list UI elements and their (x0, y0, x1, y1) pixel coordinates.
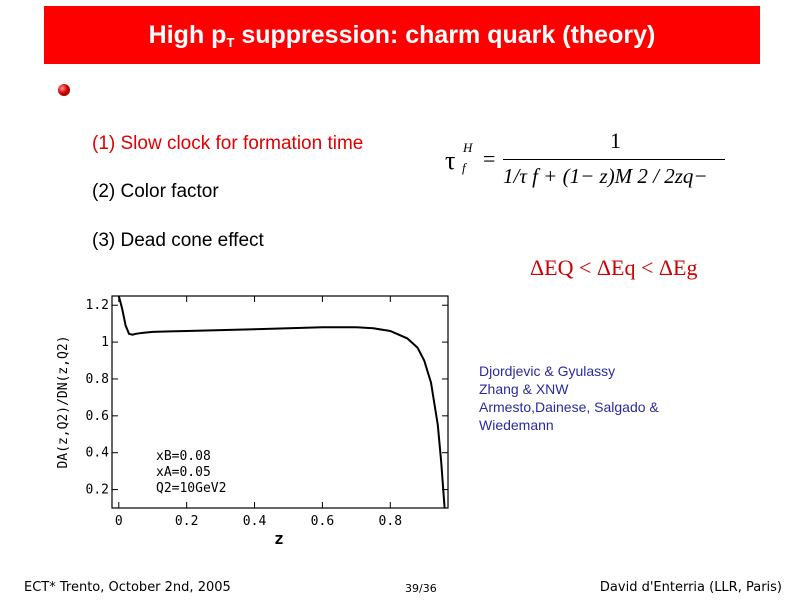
y-tick-label: 0.2 (86, 483, 109, 498)
y-axis-label: DA(z,Q2)/DN(z,Q2) (56, 335, 71, 468)
plot-frame (111, 295, 449, 509)
x-tick-label: 0.2 (175, 514, 198, 529)
y-tick-label: 1.2 (86, 298, 109, 313)
reference-item: Zhang & XNW (479, 381, 569, 397)
footer-left: ECT* Trento, October 2nd, 2005 (24, 580, 231, 595)
annotation-xb: xB=0.08 (156, 449, 211, 464)
reference-item: Wiedemann (479, 417, 554, 433)
slide-title: High pT suppression: charm quark (theory… (44, 6, 760, 64)
ratio-chart: 0 0.2 0.4 0.6 0.8 0.2 0.4 0.6 0.8 1 1.2 xB=0.08 x… (56, 295, 449, 548)
formation-time-formula: τ H f = 1 1/τ f + (1− z)M 2 / 2zq− (445, 128, 745, 198)
annotation-xa: xA=0.05 (156, 465, 211, 480)
bullet-icon (58, 84, 70, 96)
x-tick-label: 0 (115, 514, 123, 529)
item-color-factor: (2) Color factor (92, 181, 219, 202)
y-tick-label: 1 (101, 335, 109, 350)
series-line (117, 295, 446, 509)
y-tick-label: 0.8 (86, 372, 109, 387)
x-axis-label: z (274, 529, 284, 548)
energy-ordering: ΔEQ < ΔEq < ΔEg (530, 255, 698, 280)
reference-item: Djordjevic & Gyulassy (479, 363, 616, 379)
reference-item: Armesto,Dainese, Salgado & (479, 399, 659, 415)
page-number: 39/36 (405, 582, 437, 595)
item-dead-cone: (3) Dead cone effect (92, 230, 264, 251)
annotation-q2: Q2=10GeV2 (156, 481, 226, 496)
y-tick-label: 0.6 (86, 409, 109, 424)
x-tick-label: 0.6 (311, 514, 334, 529)
references: Djordjevic & Gyulassy Zhang & XNW Armest… (479, 362, 659, 434)
footer-right: David d'Enterria (LLR, Paris) (599, 580, 782, 595)
item-slow-clock: (1) Slow clock for formation time (92, 133, 364, 154)
x-tick-label: 0.4 (243, 514, 267, 529)
x-tick-label: 0.8 (379, 514, 402, 529)
y-tick-label: 0.4 (86, 446, 110, 461)
